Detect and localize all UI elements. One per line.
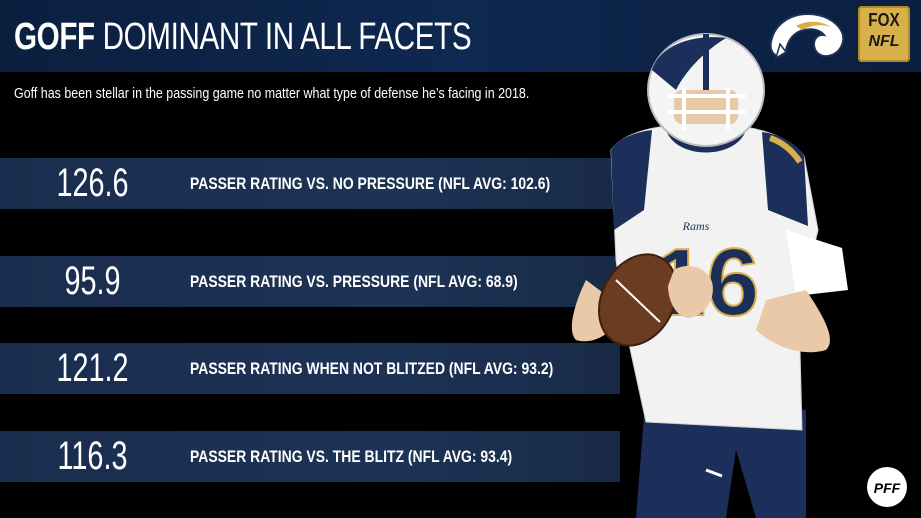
stat-label: PASSER RATING VS. PRESSURE (NFL AVG: 68.… xyxy=(190,272,518,291)
stat-row-no-pressure: 126.6 PASSER RATING VS. NO PRESSURE (NFL… xyxy=(0,158,620,209)
fox-nfl-logo: FOX NFL xyxy=(858,6,910,62)
title-rest: DOMINANT IN ALL FACETS xyxy=(102,16,472,58)
pff-logo-icon: PFF xyxy=(867,467,907,507)
stat-row-not-blitzed: 121.2 PASSER RATING WHEN NOT BLITZED (NF… xyxy=(0,343,620,394)
stat-row-blitz: 116.3 PASSER RATING VS. THE BLITZ (NFL A… xyxy=(0,431,620,482)
fox-logo-text: FOX xyxy=(868,10,900,30)
header-banner: GOFF DOMINANT IN ALL FACETS xyxy=(0,0,921,72)
stat-label: PASSER RATING VS. NO PRESSURE (NFL AVG: … xyxy=(190,174,551,193)
subtitle: Goff has been stellar in the passing gam… xyxy=(14,86,530,102)
rams-logo-icon xyxy=(769,12,845,60)
stat-label: PASSER RATING WHEN NOT BLITZED (NFL AVG:… xyxy=(190,359,554,378)
stat-value: 95.9 xyxy=(64,259,121,303)
stat-row-pressure: 95.9 PASSER RATING VS. PRESSURE (NFL AVG… xyxy=(0,256,620,307)
stat-value: 116.3 xyxy=(57,434,128,478)
jersey-brand: Rams xyxy=(682,219,710,233)
title-bold: GOFF xyxy=(14,16,95,58)
stat-value: 126.6 xyxy=(56,161,129,205)
nfl-logo-text: NFL xyxy=(868,33,900,50)
quarterback-player-image: 16 Rams xyxy=(571,33,848,518)
page-title: GOFF DOMINANT IN ALL FACETS xyxy=(14,14,472,60)
stat-value: 121.2 xyxy=(56,346,129,390)
pff-logo-text: PFF xyxy=(874,480,901,496)
stat-label: PASSER RATING VS. THE BLITZ (NFL AVG: 93… xyxy=(190,447,513,466)
